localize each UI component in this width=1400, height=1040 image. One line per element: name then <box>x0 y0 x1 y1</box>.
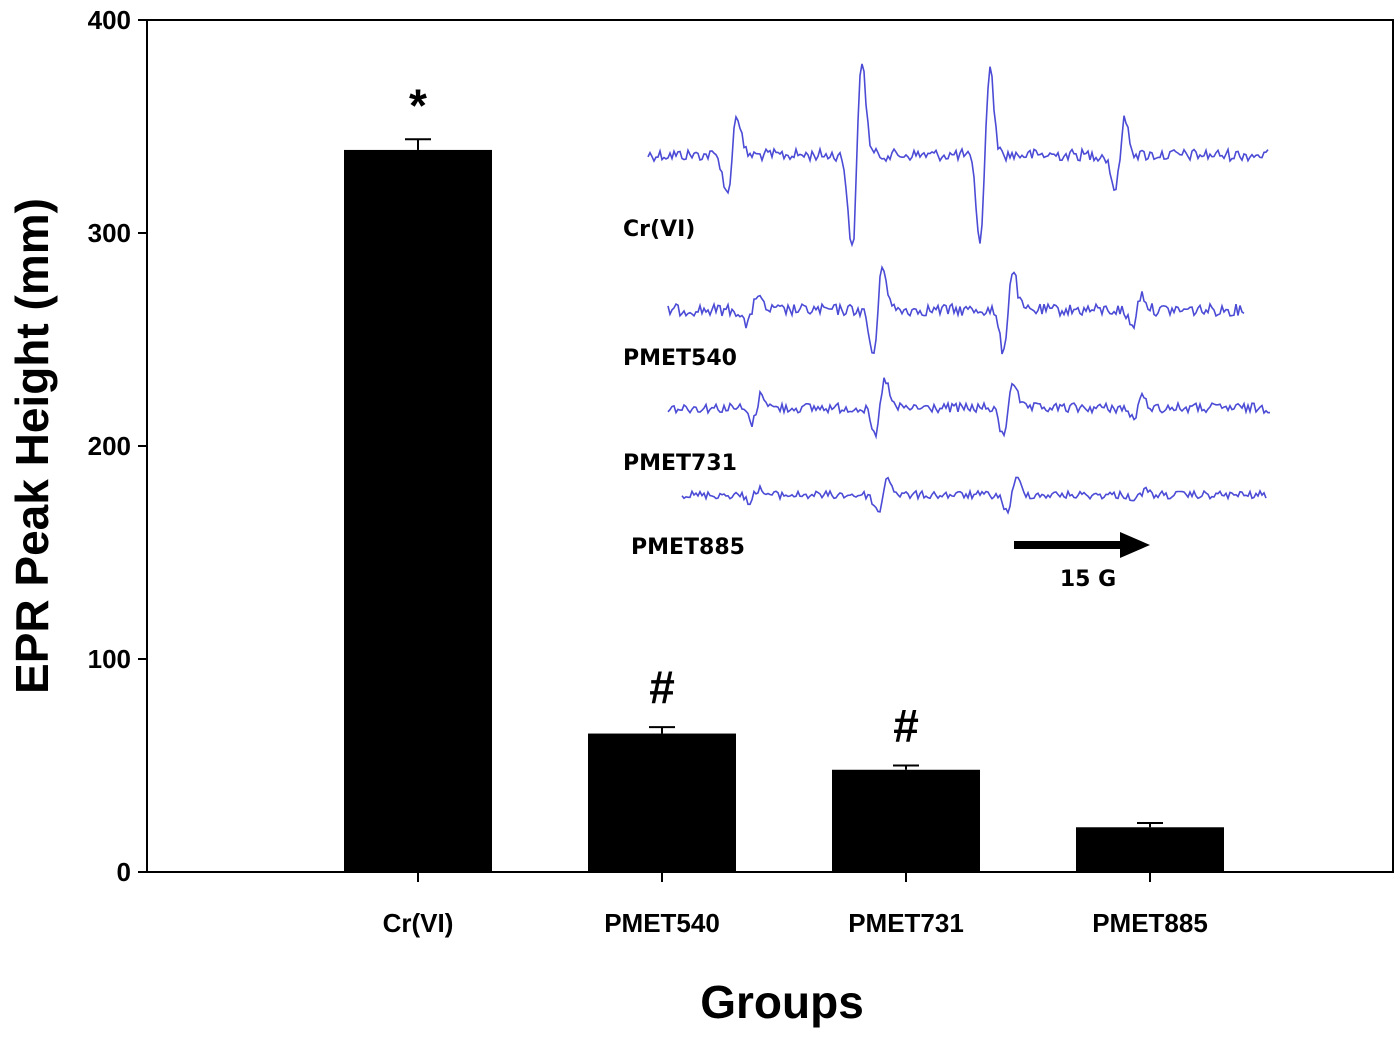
y-tick-label: 400 <box>88 5 131 35</box>
epr-spectrum-trace <box>681 476 1267 515</box>
bar <box>832 769 980 872</box>
inset-trace-label: Cr(VI) <box>623 217 695 242</box>
significance-marker: # <box>893 700 919 752</box>
significance-marker: # <box>649 661 675 713</box>
y-tick-label: 0 <box>117 857 131 887</box>
epr-spectrum-trace <box>647 63 1269 248</box>
epr-spectrum-trace <box>667 377 1271 440</box>
x-tick-label: PMET885 <box>1092 908 1208 938</box>
axes: 0 100 200 300 400 Cr(VI) PMET540 PMET731 PMET885 <box>88 5 1394 938</box>
inset-trace-label: PMET885 <box>631 535 745 560</box>
bars: * # # <box>344 79 1224 872</box>
scale-arrow-head-icon <box>1120 532 1150 558</box>
x-tick-label: Cr(VI) <box>383 908 454 938</box>
y-axis-title: EPR Peak Height (mm) <box>6 198 58 694</box>
scale-bar-label: 15 G <box>1060 567 1116 592</box>
y-tick-label: 300 <box>88 218 131 248</box>
plot-frame <box>146 19 1394 873</box>
y-tick-label: 200 <box>88 431 131 461</box>
inset-trace-label: PMET731 <box>623 451 737 476</box>
y-tick-label: 100 <box>88 644 131 674</box>
x-axis-title: Groups <box>700 976 864 1028</box>
x-tick-label: PMET540 <box>604 908 720 938</box>
x-tick-label: PMET731 <box>848 908 964 938</box>
significance-marker: * <box>409 79 427 131</box>
bar <box>588 733 736 872</box>
epr-spectra-inset: Cr(VI) PMET540 PMET731 PMET885 15 G <box>623 63 1271 592</box>
bar <box>1076 827 1224 872</box>
inset-trace-label: PMET540 <box>623 346 737 371</box>
bar <box>344 149 492 872</box>
epr-spectrum-trace <box>667 264 1245 355</box>
